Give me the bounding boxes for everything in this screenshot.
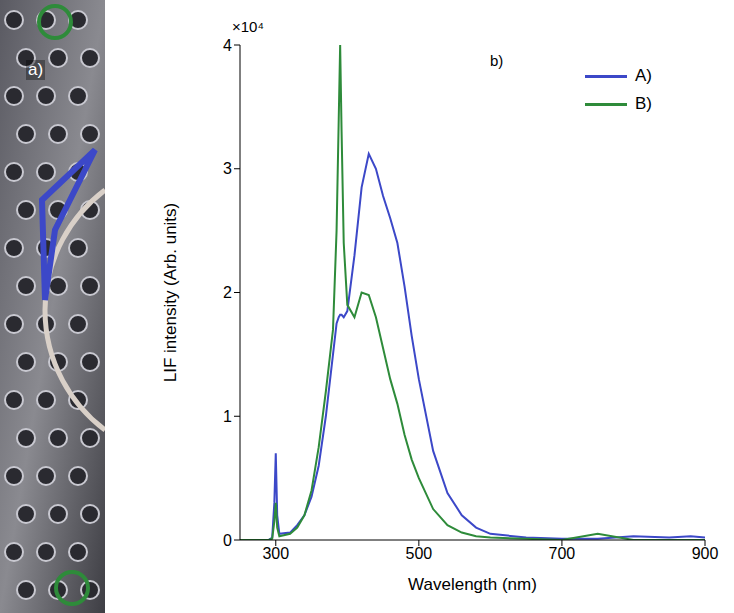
html-text:B): B) [635, 94, 652, 113]
html-text:×10⁴: ×10⁴ [232, 18, 264, 35]
svg-text:300: 300 [262, 545, 289, 562]
svg-text:Wavelength (nm): Wavelength (nm) [408, 575, 537, 594]
svg-text:900: 900 [692, 545, 719, 562]
svg-text:2: 2 [223, 284, 232, 301]
svg-text:4: 4 [223, 37, 232, 54]
html-text:a): a) [28, 60, 44, 79]
svg-text:500: 500 [405, 545, 432, 562]
html-text:b): b) [490, 52, 504, 69]
svg-text:700: 700 [549, 545, 576, 562]
svg-text:0: 0 [223, 532, 232, 549]
svg-text:3: 3 [223, 160, 232, 177]
html-text:A): A) [635, 66, 652, 85]
svg-text:LIF intensity (Arb. units): LIF intensity (Arb. units) [161, 203, 180, 383]
svg-text:1: 1 [223, 408, 232, 425]
